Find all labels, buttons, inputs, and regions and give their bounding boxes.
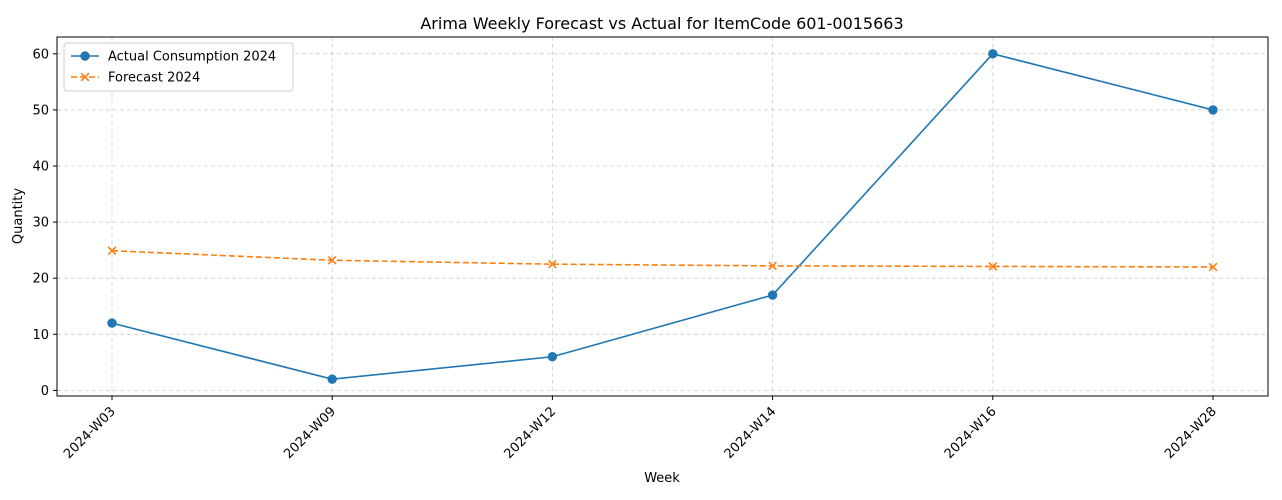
data-point <box>1208 262 1218 272</box>
y-tick-label: 40 <box>32 160 49 175</box>
legend-box <box>63 42 294 92</box>
series-1 <box>107 49 1218 384</box>
data-point <box>107 318 117 328</box>
data-point <box>988 262 998 271</box>
legend-label: Forecast 2024 <box>108 71 200 86</box>
series-line <box>111 249 1214 268</box>
data-point <box>988 49 998 59</box>
y-tick-label: 30 <box>32 216 49 231</box>
y-tick-label: 10 <box>32 328 49 343</box>
data-point <box>547 352 558 362</box>
plot-frame <box>56 36 1269 397</box>
chart-title: Arima Weekly Forecast vs Actual for Item… <box>420 14 903 33</box>
data-point <box>80 51 90 61</box>
grid-lines <box>57 37 1268 396</box>
legend-entry: Actual Consumption 2024 <box>71 50 276 65</box>
data-point <box>327 374 337 384</box>
data-point <box>107 246 117 256</box>
x-tick-label: 2024-W14 <box>722 404 780 462</box>
y-axis-ticks: 0 10 20 30 40 50 60 <box>32 47 57 399</box>
data-point <box>548 259 557 269</box>
y-tick-label: 0 <box>41 384 49 399</box>
x-tick-label: 2024-W12 <box>501 404 559 462</box>
data-point <box>768 261 777 271</box>
series-group <box>107 49 1218 384</box>
legend: Actual Consumption 2024 Forecast 2024 <box>63 42 294 92</box>
legend-label: Actual Consumption 2024 <box>108 50 276 65</box>
y-tick-label: 60 <box>32 47 49 62</box>
x-tick-label: 2024-W16 <box>942 404 1000 462</box>
series-line <box>111 52 1214 380</box>
legend-entry: Forecast 2024 <box>71 71 200 86</box>
data-point <box>1208 105 1218 115</box>
y-axis-label: Quantity <box>11 188 26 244</box>
x-tick-label: 2024-W03 <box>61 404 119 462</box>
y-tick-label: 50 <box>32 103 49 118</box>
x-axis-ticks: 2024-W03 2024-W09 2024-W12 2024-W14 2024-W16… <box>61 396 1220 462</box>
data-point <box>767 290 778 300</box>
x-axis-label: Week <box>644 471 680 486</box>
x-tick-label: 2024-W28 <box>1162 404 1220 462</box>
series-2 <box>107 246 1218 272</box>
y-tick-label: 20 <box>32 272 49 287</box>
data-point <box>327 255 337 265</box>
data-point <box>80 72 90 82</box>
x-tick-label: 2024-W09 <box>281 404 339 462</box>
